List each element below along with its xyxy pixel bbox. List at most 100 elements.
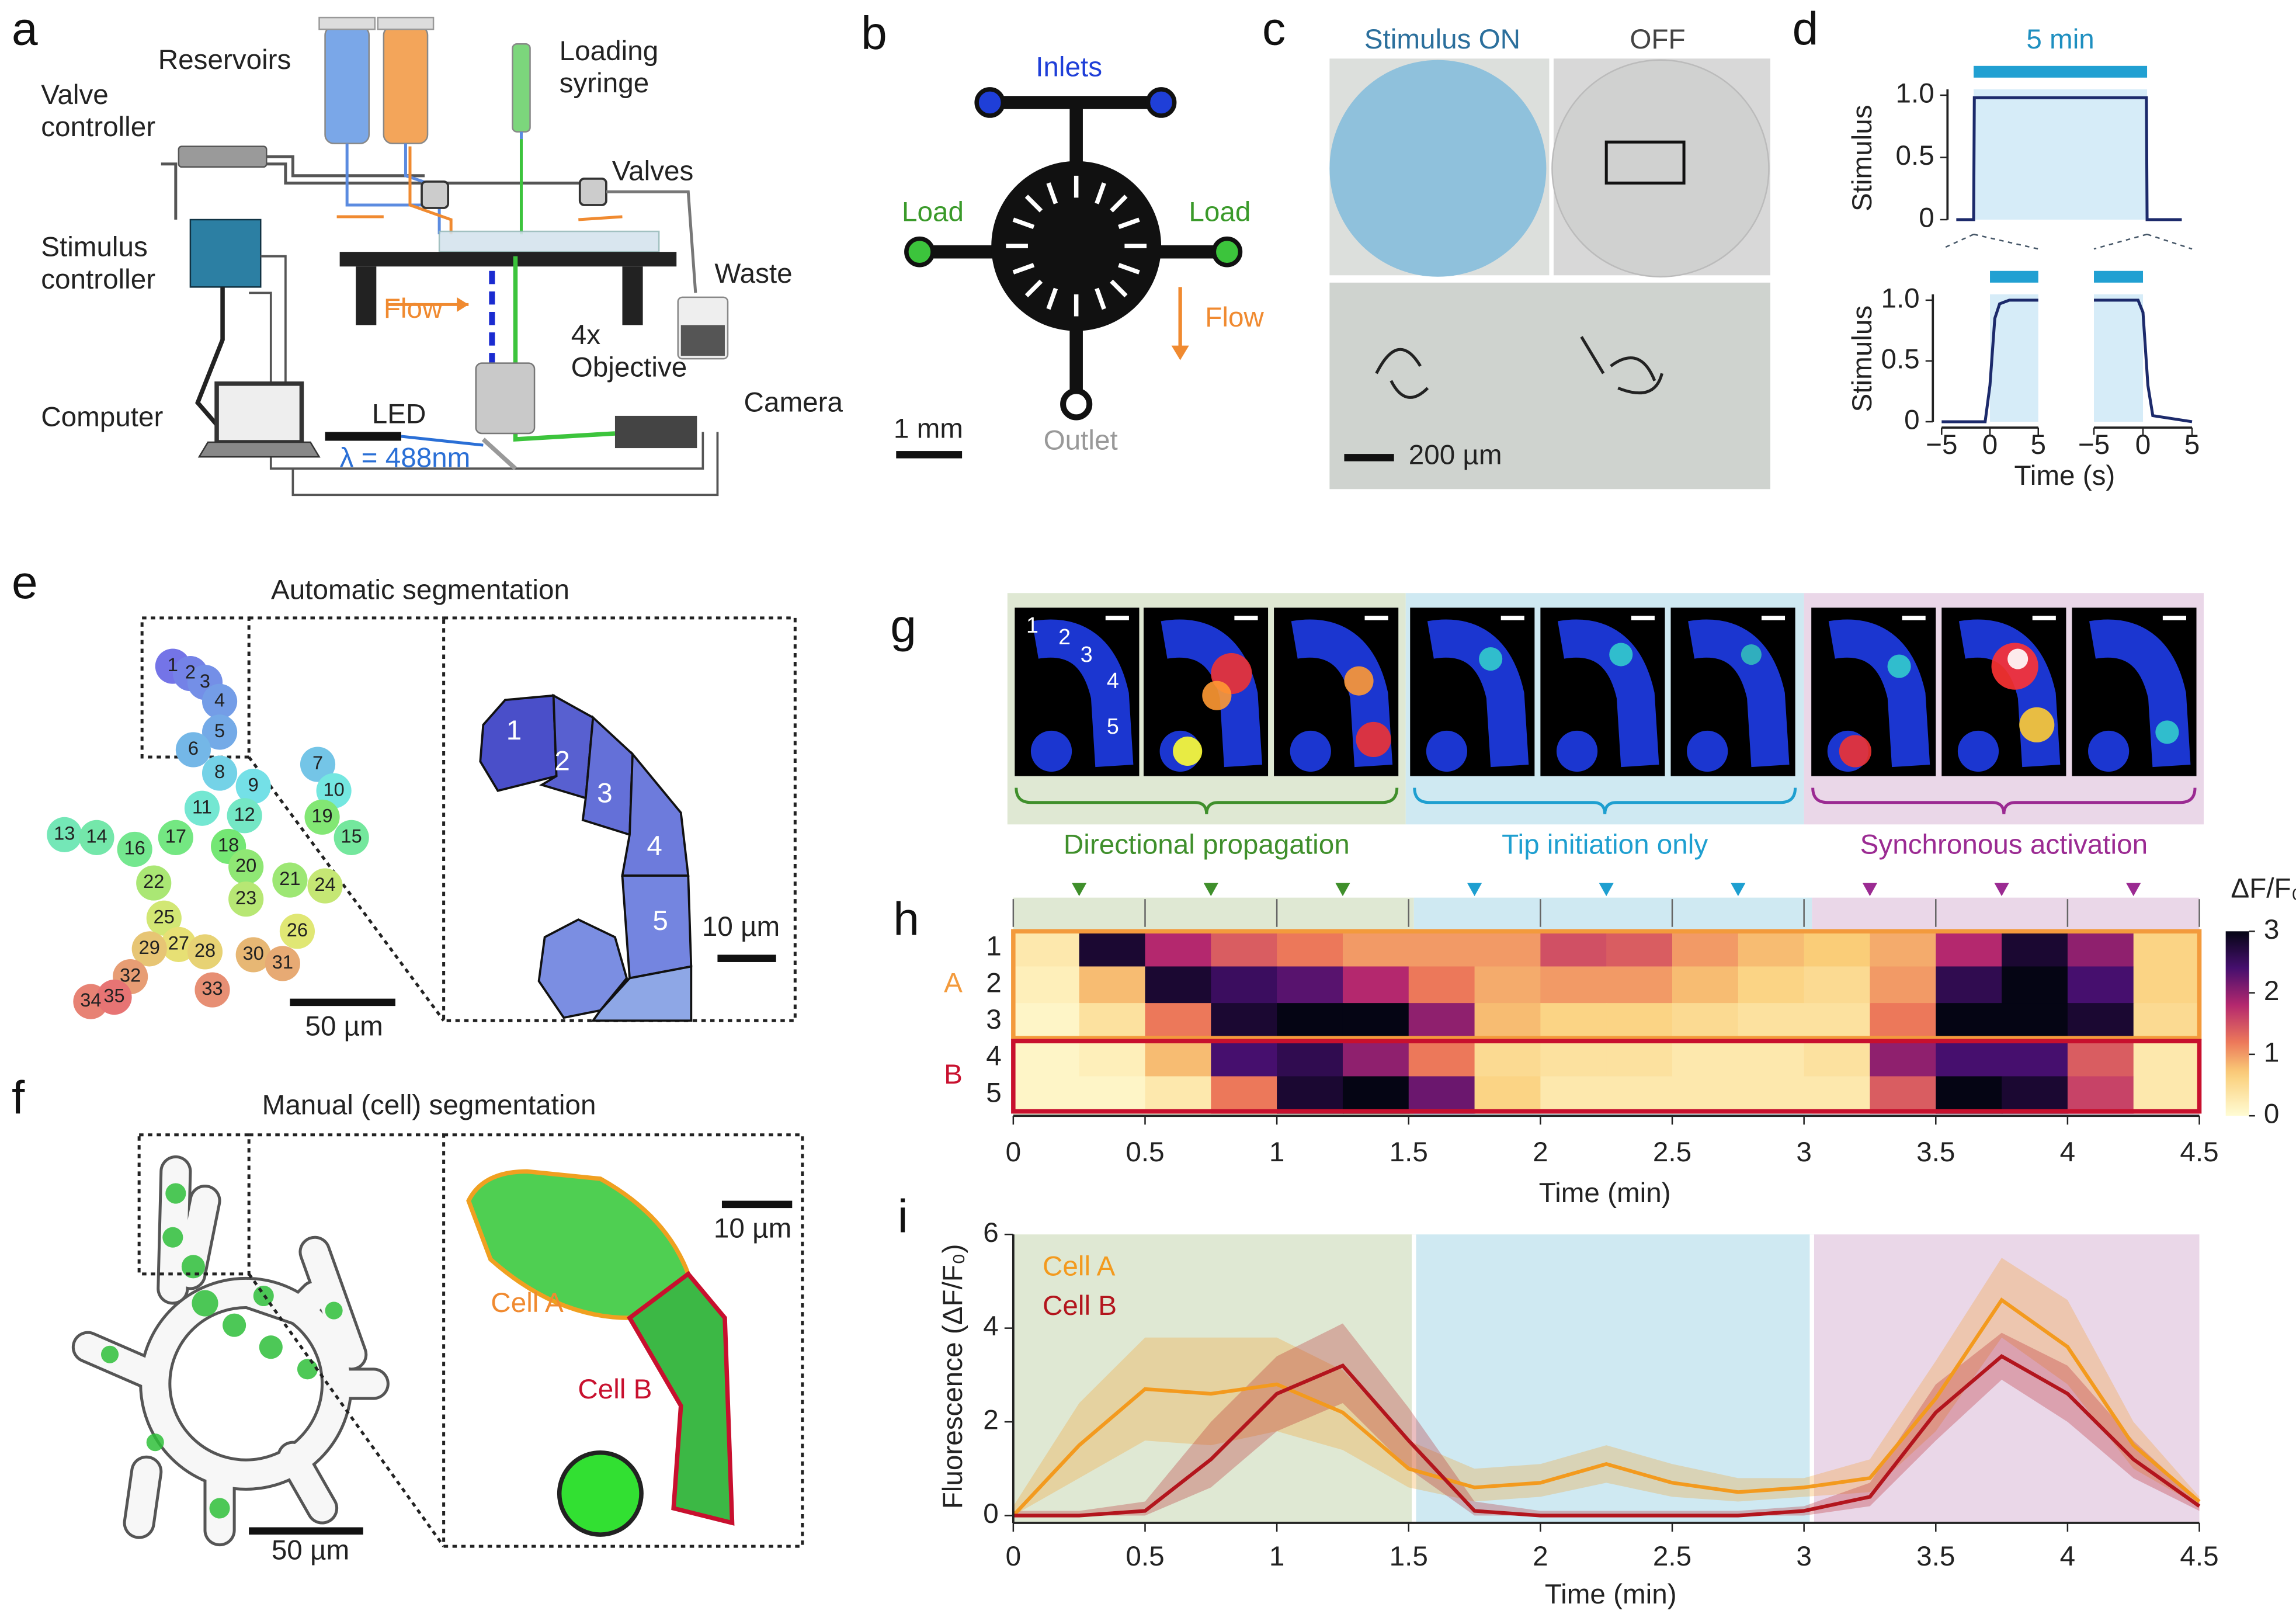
segment-blob xyxy=(304,799,340,835)
label: Valves xyxy=(612,155,693,186)
region-label: 20 xyxy=(235,855,256,876)
colorbar-label: ΔF/F₀ xyxy=(2231,873,2296,904)
label: 10 µm xyxy=(702,911,780,942)
heat-cell xyxy=(1738,1003,1805,1041)
decor-path xyxy=(336,215,623,221)
stimulus-trace xyxy=(1941,298,2038,424)
zoom-label: 4 xyxy=(647,831,662,862)
decor-rect xyxy=(383,25,429,144)
label: Stimulus xyxy=(41,232,148,263)
phase-band xyxy=(1812,1234,2200,1523)
heat-cell xyxy=(1211,966,1278,1004)
region-label: 9 xyxy=(248,775,259,796)
group-label: A xyxy=(944,967,963,998)
label: Computer xyxy=(41,402,163,433)
decor-path xyxy=(513,256,616,442)
x-tick-label: 0.5 xyxy=(1126,1541,1164,1572)
segment-blob xyxy=(117,831,152,867)
y-tick-label: 0 xyxy=(1919,203,1934,234)
decor-rect xyxy=(356,266,377,325)
y-tick-label: 0.5 xyxy=(1881,343,1919,374)
zoom-connector xyxy=(1941,233,2039,250)
decor-circle xyxy=(1060,388,1093,421)
heat-cell xyxy=(1936,966,2003,1004)
label: 200 µm xyxy=(1409,440,1502,471)
brace xyxy=(1413,787,1797,814)
decor-path xyxy=(627,1271,735,1526)
heat-cell xyxy=(1936,1003,2003,1041)
heat-cell xyxy=(1672,1003,1739,1041)
y-tick-label: 6 xyxy=(983,1217,999,1248)
hypha xyxy=(1427,619,1529,768)
heat-cell xyxy=(1606,929,1673,967)
heat-cell xyxy=(2002,1076,2069,1114)
decor-path xyxy=(1171,345,1189,360)
x-tick-label: 1.5 xyxy=(1390,1541,1428,1572)
x-tick-label: 0 xyxy=(1006,1137,1022,1168)
x-axis-label: Time (min) xyxy=(1539,1178,1671,1209)
stimulus-bar xyxy=(1990,270,2038,283)
decor-circle xyxy=(142,1279,350,1488)
segment-blob xyxy=(228,881,264,917)
decor-circle xyxy=(1329,60,1547,277)
hypha xyxy=(1556,730,1598,772)
legend-label: Cell B xyxy=(1043,1290,1117,1321)
label: Flow xyxy=(384,293,443,324)
x-tick-label: 2 xyxy=(1533,1137,1548,1168)
stimulus-trace xyxy=(2094,298,2193,424)
y-axis-label: Stimulus xyxy=(1847,306,1878,412)
heat-cell xyxy=(1540,1039,1607,1077)
label: Loading xyxy=(560,36,659,67)
phase-label: Directional propagation xyxy=(1064,829,1350,860)
label: controller xyxy=(41,112,155,143)
heat-cell xyxy=(2133,1003,2201,1041)
segment-blob xyxy=(184,790,220,826)
x-tick-label: 4 xyxy=(2060,1541,2076,1572)
stimulus-marker xyxy=(1467,883,1482,897)
decor-circle xyxy=(259,1335,283,1359)
heat-cell xyxy=(1145,1039,1212,1077)
stimulus-marker xyxy=(1335,883,1350,897)
heat-cell xyxy=(1672,1076,1739,1114)
heat-cell xyxy=(1211,1003,1278,1041)
region-label: 6 xyxy=(188,738,199,759)
decor-path xyxy=(481,438,517,470)
row-label: 3 xyxy=(986,1004,1002,1035)
region-label: 1 xyxy=(1026,613,1038,637)
row-label: 5 xyxy=(986,1077,1002,1108)
x-tick-label: 4.5 xyxy=(2180,1137,2218,1168)
label: syringe xyxy=(560,68,649,99)
y-tick-label: 2 xyxy=(983,1405,999,1436)
heat-cell xyxy=(1474,1003,1541,1041)
label: Objective xyxy=(571,352,687,383)
stimulus-trace xyxy=(1956,96,2182,221)
region-label: 29 xyxy=(139,937,160,958)
heat-cell xyxy=(1738,966,1805,1004)
x-tick-label: 0 xyxy=(1982,429,1998,460)
stimulus-bar xyxy=(1974,65,2148,78)
heat-cell xyxy=(1540,966,1607,1004)
decor-path xyxy=(581,715,634,836)
hotspot xyxy=(2155,720,2179,744)
decor-path xyxy=(248,616,445,1022)
label: 50 µm xyxy=(305,1011,383,1042)
heat-cell xyxy=(1277,1003,1344,1041)
decor-rect xyxy=(1344,454,1394,461)
heat-cell xyxy=(1013,1039,1081,1077)
decor-rect xyxy=(178,145,268,168)
decor-circle xyxy=(1145,87,1177,118)
panel-letter: a xyxy=(12,2,38,54)
x-tick-label: 2 xyxy=(1533,1541,1548,1572)
decor-rect xyxy=(1604,140,1686,185)
decor-path xyxy=(539,693,595,800)
decor-path xyxy=(457,297,469,312)
hypha xyxy=(1290,730,1331,772)
heat-cell xyxy=(1540,929,1607,967)
hotspot xyxy=(2019,707,2055,742)
y-axis-label: Stimulus xyxy=(1847,105,1878,211)
decor-rect xyxy=(475,362,536,435)
group-box xyxy=(1011,929,2202,1041)
region-label: 19 xyxy=(311,805,332,826)
decor-rect xyxy=(318,16,376,30)
phase-band xyxy=(1013,1234,1414,1523)
